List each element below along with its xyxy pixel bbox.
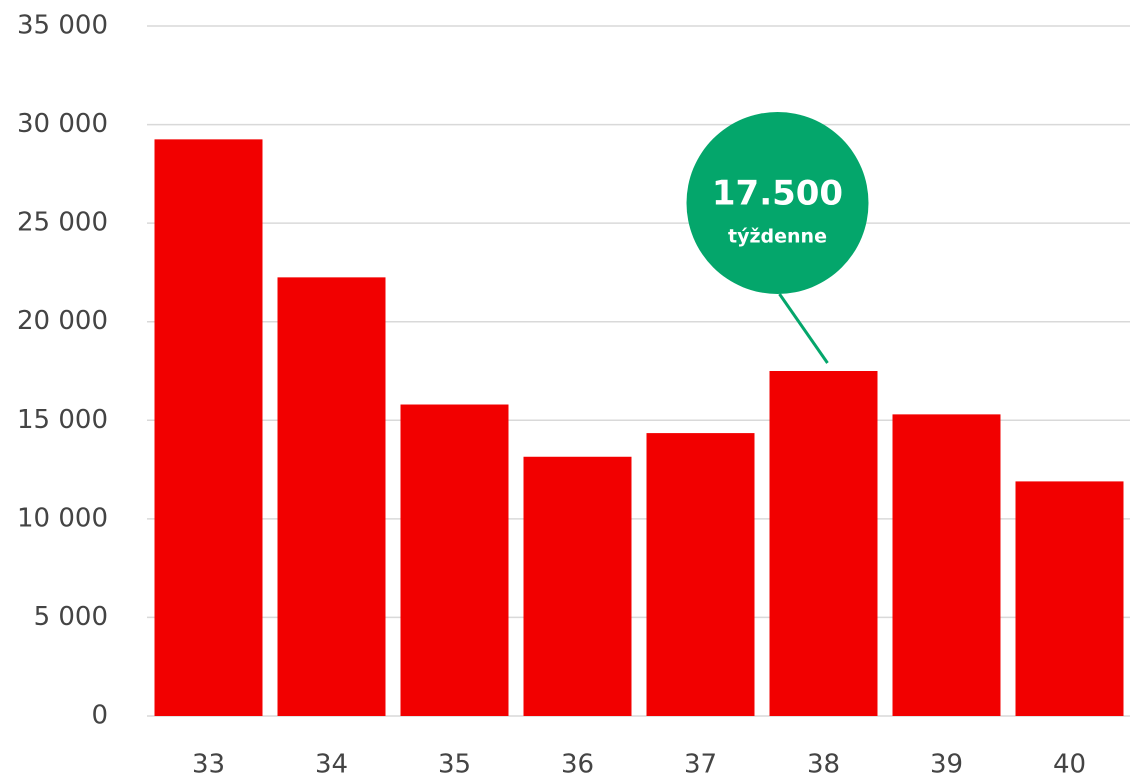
x-tick-label: 39: [930, 750, 963, 780]
y-tick-label: 0: [91, 701, 108, 731]
y-tick-label: 15 000: [17, 405, 108, 435]
bar: [892, 414, 1001, 716]
x-tick-label: 36: [561, 750, 594, 780]
annotation-bubble: [686, 112, 869, 294]
y-tick-label: 35 000: [17, 11, 108, 41]
y-tick-label: 25 000: [17, 208, 108, 238]
x-tick-label: 34: [315, 750, 348, 780]
bar: [523, 456, 632, 716]
bar: [277, 277, 386, 716]
annotation-subtext: týždenne: [728, 226, 827, 248]
bar: [646, 433, 755, 716]
annotation-pointer: [778, 293, 829, 364]
y-tick-label: 20 000: [17, 306, 108, 336]
x-tick-label: 40: [1053, 750, 1086, 780]
y-tick-label: 30 000: [17, 109, 108, 139]
y-tick-label: 10 000: [17, 503, 108, 533]
bar: [1015, 481, 1124, 716]
x-tick-label: 37: [684, 750, 717, 780]
bar: [154, 139, 263, 716]
bar: [400, 404, 509, 716]
x-tick-label: 35: [438, 750, 471, 780]
x-tick-label: 33: [192, 750, 225, 780]
x-tick-label: 38: [807, 750, 840, 780]
annotation-text: 17.500: [712, 174, 843, 214]
y-tick-label: 5 000: [34, 602, 108, 632]
bar: [769, 371, 878, 716]
